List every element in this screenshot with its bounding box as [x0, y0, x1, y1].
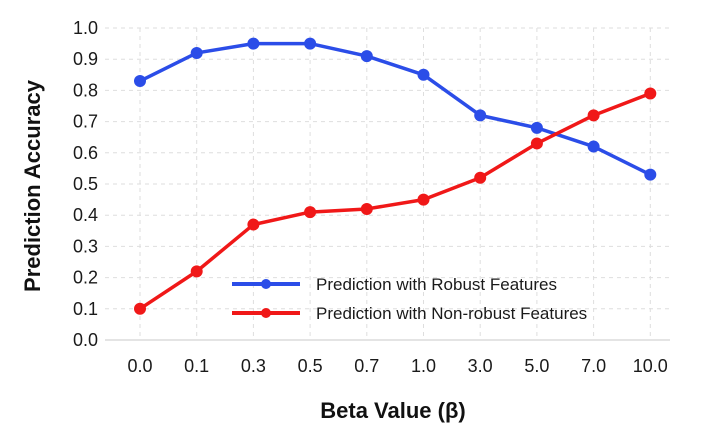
y-tick-label: 0.5: [73, 174, 98, 194]
legend: Prediction with Robust Features Predicti…: [232, 275, 587, 323]
x-tick-label: 1.0: [411, 356, 436, 376]
y-tick-label: 1.0: [73, 18, 98, 38]
x-tick-label: 0.3: [241, 356, 266, 376]
data-point-1: [134, 302, 146, 315]
legend-label-robust: Prediction with Robust Features: [316, 275, 557, 294]
data-point-1: [587, 109, 600, 122]
data-point-0: [644, 168, 657, 181]
x-tick-label: 0.7: [354, 356, 379, 376]
x-tick-labels: 0.0 0.1 0.3 0.5 0.7 1.0 3.0 5.0 7.0 10.0: [127, 356, 667, 376]
y-tick-label: 0.2: [73, 268, 98, 288]
x-tick-label: 10.0: [633, 356, 668, 376]
x-tick-label: 0.1: [184, 356, 209, 376]
data-point-1: [304, 206, 317, 219]
y-tick-label: 0.6: [73, 143, 98, 163]
x-axis-title: Beta Value (β): [320, 398, 465, 423]
data-point-0: [587, 140, 600, 153]
y-tick-label: 0.1: [73, 299, 98, 319]
data-point-0: [530, 121, 543, 134]
y-tick-labels: 0.0 0.1 0.2 0.3 0.4 0.5 0.6 0.7 0.8 0.9 1.0: [73, 18, 98, 350]
y-tick-label: 0.4: [73, 205, 98, 225]
x-tick-label: 0.5: [298, 356, 323, 376]
data-point-0: [304, 37, 317, 50]
data-point-0: [247, 37, 260, 50]
legend-label-nonrobust: Prediction with Non-robust Features: [316, 304, 587, 323]
data-point-0: [417, 68, 430, 81]
data-point-1: [530, 137, 543, 150]
data-point-1: [644, 87, 657, 100]
grid: [105, 27, 670, 340]
data-point-0: [190, 46, 203, 59]
data-point-1: [474, 171, 487, 184]
y-tick-label: 0.0: [73, 330, 98, 350]
data-point-1: [360, 202, 373, 215]
x-tick-label: 0.0: [127, 356, 152, 376]
y-axis-title: Prediction Accuracy: [20, 79, 45, 292]
data-point-1: [247, 218, 260, 231]
x-tick-label: 7.0: [581, 356, 606, 376]
series-layer: [134, 37, 657, 315]
data-point-0: [360, 50, 373, 63]
x-tick-label: 5.0: [524, 356, 549, 376]
legend-marker-nonrobust: [261, 308, 271, 318]
data-point-1: [190, 265, 203, 278]
x-tick-label: 3.0: [468, 356, 493, 376]
y-tick-label: 0.8: [73, 80, 98, 100]
series-line-0: [139, 41, 652, 177]
series-line-1: [139, 91, 651, 311]
y-tick-label: 0.7: [73, 112, 98, 132]
data-point-0: [474, 109, 487, 122]
y-tick-label: 0.3: [73, 236, 98, 256]
y-tick-label: 0.9: [73, 49, 98, 69]
data-point-0: [134, 75, 146, 88]
legend-marker-robust: [261, 279, 271, 289]
data-point-1: [417, 193, 430, 206]
